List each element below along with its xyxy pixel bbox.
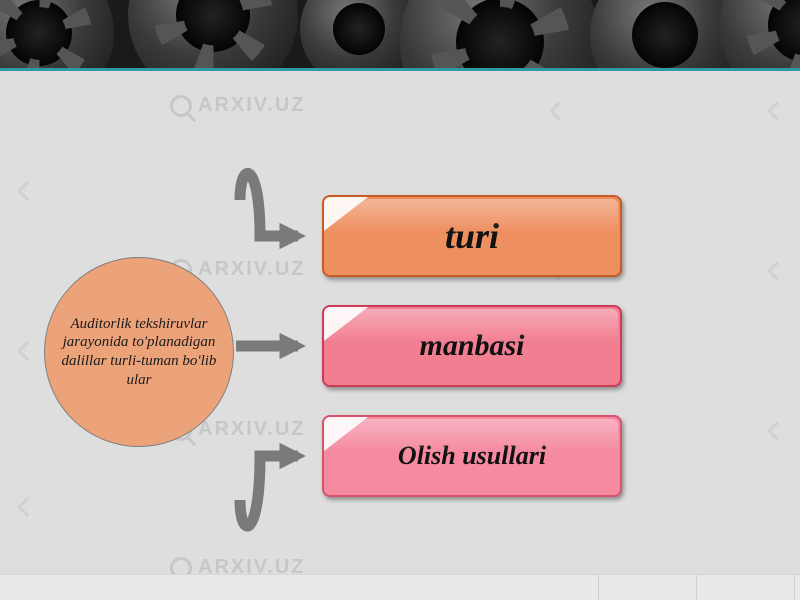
gear-decoration: [590, 0, 740, 68]
category-box-label: Olish usullari: [398, 441, 546, 471]
gear-decoration: [128, 0, 298, 68]
footer-divider: [794, 575, 795, 600]
footer-divider: [696, 575, 697, 600]
gear-decoration: [400, 0, 600, 68]
category-box-label: turi: [445, 215, 499, 257]
gear-decoration: [720, 0, 800, 68]
category-box-turi: turi: [322, 195, 622, 277]
arrow-to-turi: [240, 173, 298, 236]
banner-header: [0, 0, 800, 68]
category-box-label: manbasi: [419, 329, 524, 363]
slide-main-area: ARXIV.UZARXIV.UZARXIV.UZARXIV.UZ Auditor…: [0, 71, 800, 574]
category-box-manbasi: manbasi: [322, 305, 622, 387]
footer-bar: [0, 574, 800, 600]
footer-divider: [598, 575, 599, 600]
category-box-olish: Olish usullari: [322, 415, 622, 497]
gear-decoration: [0, 0, 114, 68]
arrow-to-olish: [240, 456, 298, 526]
